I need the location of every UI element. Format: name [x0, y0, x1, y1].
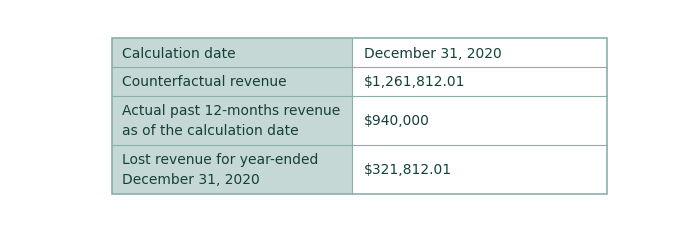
Bar: [112, 145, 352, 194]
Bar: [112, 39, 352, 68]
Text: December 31, 2020: December 31, 2020: [364, 46, 502, 60]
Text: $321,812.01: $321,812.01: [364, 163, 452, 177]
Text: $940,000: $940,000: [364, 114, 430, 128]
Text: Calculation date: Calculation date: [122, 46, 235, 60]
Text: $1,261,812.01: $1,261,812.01: [364, 75, 466, 89]
Bar: [352, 96, 607, 145]
Bar: [112, 96, 352, 145]
Bar: [352, 39, 607, 68]
Bar: [112, 68, 352, 96]
Bar: [112, 39, 607, 194]
Text: Counterfactual revenue: Counterfactual revenue: [122, 75, 286, 89]
Text: Lost revenue for year-ended
December 31, 2020: Lost revenue for year-ended December 31,…: [122, 153, 318, 187]
Text: Actual past 12-months revenue
as of the calculation date: Actual past 12-months revenue as of the …: [122, 104, 340, 138]
Bar: [352, 145, 607, 194]
Bar: [352, 68, 607, 96]
